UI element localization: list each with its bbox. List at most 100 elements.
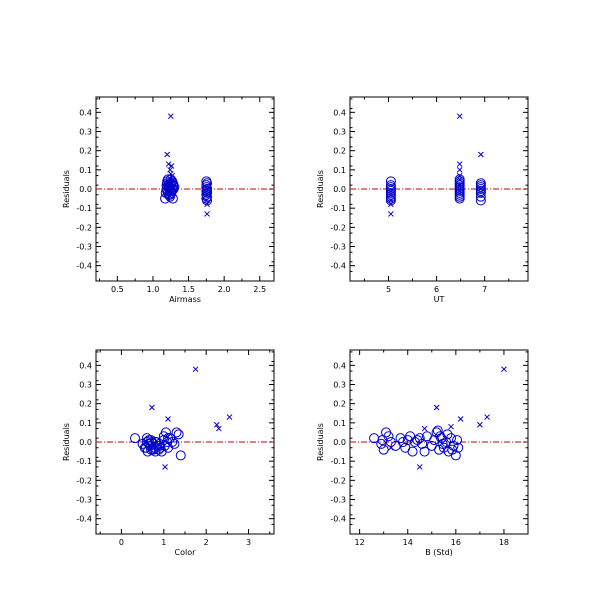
x-tick-label: 1.0 (147, 285, 160, 294)
data-point-circle (435, 431, 446, 442)
data-point-circle (475, 195, 486, 206)
data-point-cross (388, 197, 394, 204)
data-point-circle (407, 446, 418, 457)
data-point-cross (456, 161, 463, 167)
data-point-circle (376, 438, 387, 449)
x-tick-label: 12 (355, 538, 365, 547)
data-point-circle (169, 438, 180, 449)
y-tick-label: 0.2 (333, 400, 346, 409)
y-tick-label: 0.0 (79, 185, 92, 194)
data-point-cross (204, 211, 210, 217)
y-tick-label: -0.3 (76, 243, 92, 252)
y-tick-label: 0.2 (333, 147, 346, 156)
data-point-cross (204, 186, 210, 192)
y-tick-label: 0.0 (333, 438, 346, 447)
data-point-circle (432, 425, 443, 436)
data-point-circle (397, 437, 408, 447)
y-tick-label: -0.3 (330, 243, 346, 252)
data-point-circle (454, 180, 465, 191)
y-tick-label: -0.2 (76, 476, 92, 485)
x-tick-label: 14 (403, 538, 413, 547)
y-tick-label: -0.4 (76, 262, 92, 271)
data-point-circle (448, 440, 459, 451)
y-tick-label: -0.2 (76, 223, 92, 232)
data-point-cross (162, 464, 168, 470)
y-tick-label: -0.2 (330, 223, 346, 232)
data-point-cross (478, 186, 484, 192)
data-point-circle (378, 444, 389, 455)
data-point-circle (475, 191, 486, 202)
x-tick-label: 16 (451, 538, 461, 547)
y-tick-label: -0.3 (330, 496, 346, 505)
data-point-cross (166, 182, 173, 189)
data-point-cross (203, 197, 210, 204)
y-axis-label: Residuals (316, 423, 325, 461)
y-tick-label: -0.1 (330, 457, 346, 466)
data-point-circle (414, 433, 425, 444)
data-point-cross (456, 166, 463, 173)
data-point-circle (129, 433, 140, 444)
y-tick-label: 0.1 (333, 419, 346, 428)
y-tick-label: 0.3 (333, 128, 346, 137)
y-tick-label: 0.4 (333, 361, 346, 370)
x-tick-label: 2.0 (218, 285, 231, 294)
data-point-circle (447, 444, 458, 455)
data-point-circle (419, 446, 430, 457)
data-point-circle (160, 193, 171, 204)
data-point-circle (167, 176, 178, 187)
y-tick-label: 0.3 (79, 128, 92, 137)
data-point-circle (412, 435, 423, 446)
data-point-circle (202, 178, 213, 189)
y-tick-label: 0.3 (79, 381, 92, 390)
data-point-cross (226, 414, 233, 420)
data-point-circle (446, 433, 457, 444)
data-point-circle (171, 427, 182, 438)
data-point-cross (213, 421, 220, 428)
data-point-cross (448, 423, 454, 430)
data-point-cross (421, 425, 428, 432)
y-tick-label: -0.1 (330, 204, 346, 213)
y-tick-label: 0.2 (79, 147, 92, 156)
x-axis-label: UT (434, 295, 445, 304)
data-point-cross (477, 421, 483, 428)
data-point-cross (388, 211, 394, 217)
data-point-cross (167, 113, 174, 120)
x-tick-label: 0.5 (111, 285, 124, 294)
chart-panel-4: -0.4 -0.3 -0.2 -0.1 0.0 0.1 0.2 0.3 0.4 12 14 16 18 B… (316, 349, 529, 557)
y-tick-label: 0.3 (333, 381, 346, 390)
chart-panel-3: -0.4 -0.3 -0.2 -0.1 0.0 0.1 0.2 0.3 0.4 0 1 2 3 Color… (62, 349, 275, 557)
y-tick-label: -0.3 (76, 496, 92, 505)
y-axis-label: Residuals (316, 170, 325, 208)
x-tick-label: 0 (119, 538, 124, 547)
data-point-circle (175, 450, 186, 461)
chart-panel-2: -0.4 -0.3 -0.2 -0.1 0.0 0.1 0.2 0.3 0.4 5 6 7 UT Resi… (316, 96, 529, 304)
y-tick-label: -0.4 (76, 515, 92, 524)
x-tick-label: 7 (482, 285, 487, 294)
y-tick-label: 0.4 (79, 108, 92, 117)
y-tick-label: -0.2 (330, 476, 346, 485)
y-tick-label: -0.1 (76, 204, 92, 213)
data-point-cross (457, 416, 464, 422)
y-axis-label: Residuals (62, 170, 71, 208)
y-tick-label: 0.0 (79, 438, 92, 447)
y-tick-label: -0.4 (330, 515, 346, 524)
data-point-circle (173, 429, 184, 440)
y-tick-label: 0.4 (79, 361, 92, 370)
data-point-circle (453, 442, 464, 453)
data-point-cross (433, 404, 440, 411)
data-point-circle (163, 433, 174, 444)
data-point-cross (149, 404, 155, 411)
y-tick-label: 0.1 (333, 166, 346, 175)
data-point-cross (388, 444, 394, 451)
data-point-circle (434, 444, 444, 455)
x-axis-label: Color (175, 548, 197, 557)
data-point-circle (141, 442, 152, 453)
data-point-circle (442, 429, 453, 440)
data-point-circle (454, 193, 465, 204)
data-point-circle (385, 176, 396, 187)
data-point-circle (168, 184, 179, 194)
y-tick-label: 0.4 (333, 108, 346, 117)
y-tick-label: 0.2 (79, 400, 92, 409)
